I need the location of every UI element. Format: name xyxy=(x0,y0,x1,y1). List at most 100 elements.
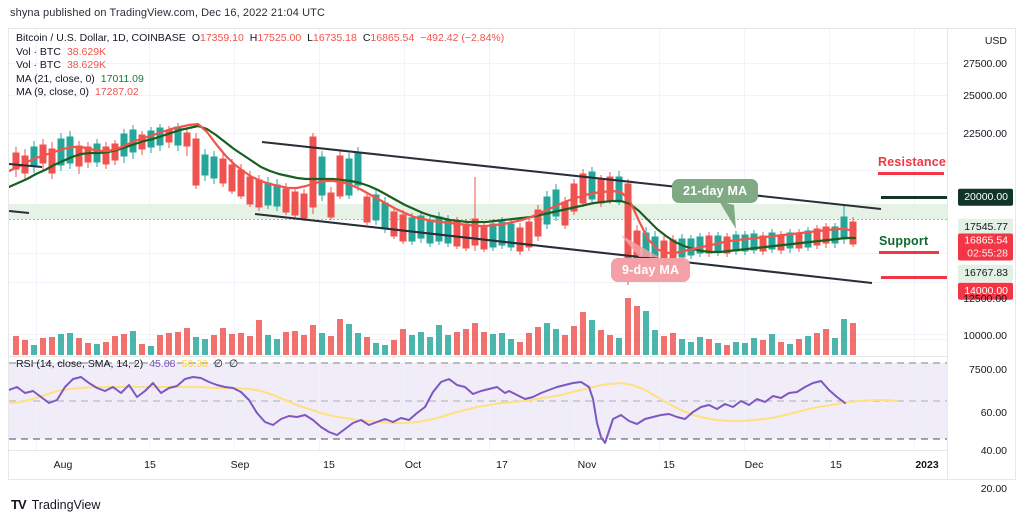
publish-byline: shyna published on TradingView.com, Dec … xyxy=(10,7,326,19)
trendline-upper xyxy=(261,140,882,211)
chart-legend: Bitcoin / U.S. Dollar, 1D, COINBASE O1735… xyxy=(16,32,504,100)
gridline-v xyxy=(574,357,575,450)
legend-symbol: Bitcoin / U.S. Dollar, 1D, COINBASE xyxy=(16,32,186,44)
price-series-layer xyxy=(9,122,882,355)
time-tick: 15 xyxy=(323,459,335,471)
ma21-callout-tail xyxy=(719,201,736,229)
axis-tick: 7500.00 xyxy=(969,364,1007,376)
legend-open-label: O xyxy=(191,32,200,44)
gridline-v xyxy=(659,29,660,355)
gridline-h xyxy=(9,339,949,340)
axis-tick: 10000.00 xyxy=(963,330,1007,342)
trendline-lower xyxy=(254,212,873,285)
gridline-v xyxy=(914,29,915,355)
ma9-line xyxy=(9,122,857,255)
rsi-axis-tick: 60.00 xyxy=(980,407,1007,419)
time-tick: 15 xyxy=(830,459,842,471)
support-price-badge: 14000.00 xyxy=(958,282,1013,300)
gridline-v xyxy=(36,357,37,450)
gridline-v xyxy=(489,29,490,355)
gridline-v xyxy=(319,357,320,450)
legend-volume-label: Vol · BTC xyxy=(16,45,61,58)
resistance-label-underline xyxy=(878,172,944,175)
gridline-v xyxy=(404,357,405,450)
annotation-21-day-ma: 21-day MA xyxy=(672,179,759,203)
last-price-badge: 16865.54 02:55:28 xyxy=(958,233,1013,261)
gridline-v xyxy=(234,357,235,450)
price-band-highlight xyxy=(9,204,949,219)
legend-row-ma21[interactable]: MA (21, close, 0) 17011.09 xyxy=(16,73,504,87)
gridline-v xyxy=(234,29,235,355)
legend-ma21-label: MA (21, close, 0) xyxy=(16,72,95,85)
volume-bars xyxy=(13,298,856,355)
legend-row-ma9[interactable]: MA (9, close, 0) 17287.02 xyxy=(16,86,504,100)
tradingview-footer[interactable]: TV TradingView xyxy=(11,497,100,512)
bar-countdown: 02:55:28 xyxy=(967,247,1008,259)
legend-open-value: 17359.10 xyxy=(199,32,244,44)
time-tick-year: 2023 xyxy=(915,459,939,471)
time-tick: 17 xyxy=(496,459,508,471)
legend-rsi-value: 45.08 xyxy=(149,358,176,370)
legend-close-value: 16865.54 xyxy=(370,32,415,44)
price-pane[interactable]: 21-day MA 9-day MA Bitcoin / U.S. Dollar… xyxy=(9,29,949,355)
trendline-upper-left xyxy=(9,162,43,169)
gridline-v xyxy=(914,357,915,450)
price-axis[interactable]: USD 27500.00 25000.00 22500.00 20000.00 … xyxy=(947,29,1015,495)
ma21-line xyxy=(9,124,857,254)
current-price-line xyxy=(9,219,949,220)
legend-ma9-label: MA (9, close, 0) xyxy=(16,86,89,98)
legend-ma21-value: 17011.09 xyxy=(100,72,144,85)
gridline-v xyxy=(489,357,490,450)
legend-rsi-sma-value: 50.30 xyxy=(181,358,208,370)
legend-rsi-extra-2: ∅ xyxy=(228,358,239,370)
legend-rsi-label: RSI (14, close, SMA, 14, 2) xyxy=(16,358,144,370)
legend-volume-value: 38.629K xyxy=(66,59,107,71)
legend-row-rsi[interactable]: RSI (14, close, SMA, 14, 2) 45.08 50.30 ∅ ∅ xyxy=(16,358,238,372)
axis-tick: 12500.00 xyxy=(963,293,1007,305)
gridline-v xyxy=(149,29,150,355)
legend-change: −492.42 (−2.84%) xyxy=(420,32,505,44)
support-line xyxy=(881,276,949,279)
axis-unit-label: USD xyxy=(984,35,1007,47)
gridline-h xyxy=(9,63,949,64)
legend-low-value: 16735.18 xyxy=(313,32,357,44)
resistance-line xyxy=(881,196,949,199)
rsi-line xyxy=(9,376,846,444)
axis-tick: 22500.00 xyxy=(963,128,1007,140)
gridline-h xyxy=(9,170,949,171)
legend-close-label: C xyxy=(362,32,371,44)
legend-row-volume-1[interactable]: Vol · BTC 38.629K xyxy=(16,46,504,60)
support-label-underline xyxy=(879,251,939,254)
axis-tick: 27500.00 xyxy=(963,58,1007,70)
legend-high-label: H xyxy=(249,32,258,44)
time-axis[interactable]: Aug 15 Sep 15 Oct 17 Nov 15 Dec 15 2023 xyxy=(9,450,949,479)
rsi-legend: RSI (14, close, SMA, 14, 2) 45.08 50.30 ∅ ∅ xyxy=(16,358,238,372)
gridline-v xyxy=(404,29,405,355)
tradingview-wordmark: TradingView xyxy=(31,497,101,512)
legend-row-symbol[interactable]: Bitcoin / U.S. Dollar, 1D, COINBASE O1735… xyxy=(16,32,504,46)
time-tick: Aug xyxy=(53,459,73,471)
resistance-label: Resistance xyxy=(878,155,947,169)
legend-row-volume-2[interactable]: Vol · BTC 38.629K xyxy=(16,59,504,73)
rsi-pane[interactable]: RSI (14, close, SMA, 14, 2) 45.08 50.30 ∅ ∅ xyxy=(9,356,949,450)
gridline-v xyxy=(36,29,37,355)
time-tick: 15 xyxy=(144,459,156,471)
upper-band-price-badge: 17545.77 xyxy=(958,218,1013,236)
time-tick: Dec xyxy=(744,459,764,471)
legend-rsi-extra-1: ∅ xyxy=(213,358,223,370)
last-price-value: 16865.54 xyxy=(964,234,1008,247)
annotation-9-day-ma: 9-day MA xyxy=(611,258,691,282)
gridline-h xyxy=(9,133,949,134)
legend-low-label: L xyxy=(307,32,314,44)
support-label: Support xyxy=(879,234,929,248)
rsi-series-layer xyxy=(9,362,949,444)
rsi-axis-tick: 40.00 xyxy=(980,445,1007,457)
legend-volume-label: Vol · BTC xyxy=(16,59,61,71)
legend-volume-value: 38.629K xyxy=(66,45,107,58)
gridline-h xyxy=(9,95,949,96)
chart-frame: 21-day MA 9-day MA Bitcoin / U.S. Dollar… xyxy=(8,28,1016,495)
gridline-h xyxy=(9,334,949,335)
resistance-price-badge: 20000.00 xyxy=(958,188,1013,206)
tradingview-logo-icon: TV xyxy=(11,497,27,512)
